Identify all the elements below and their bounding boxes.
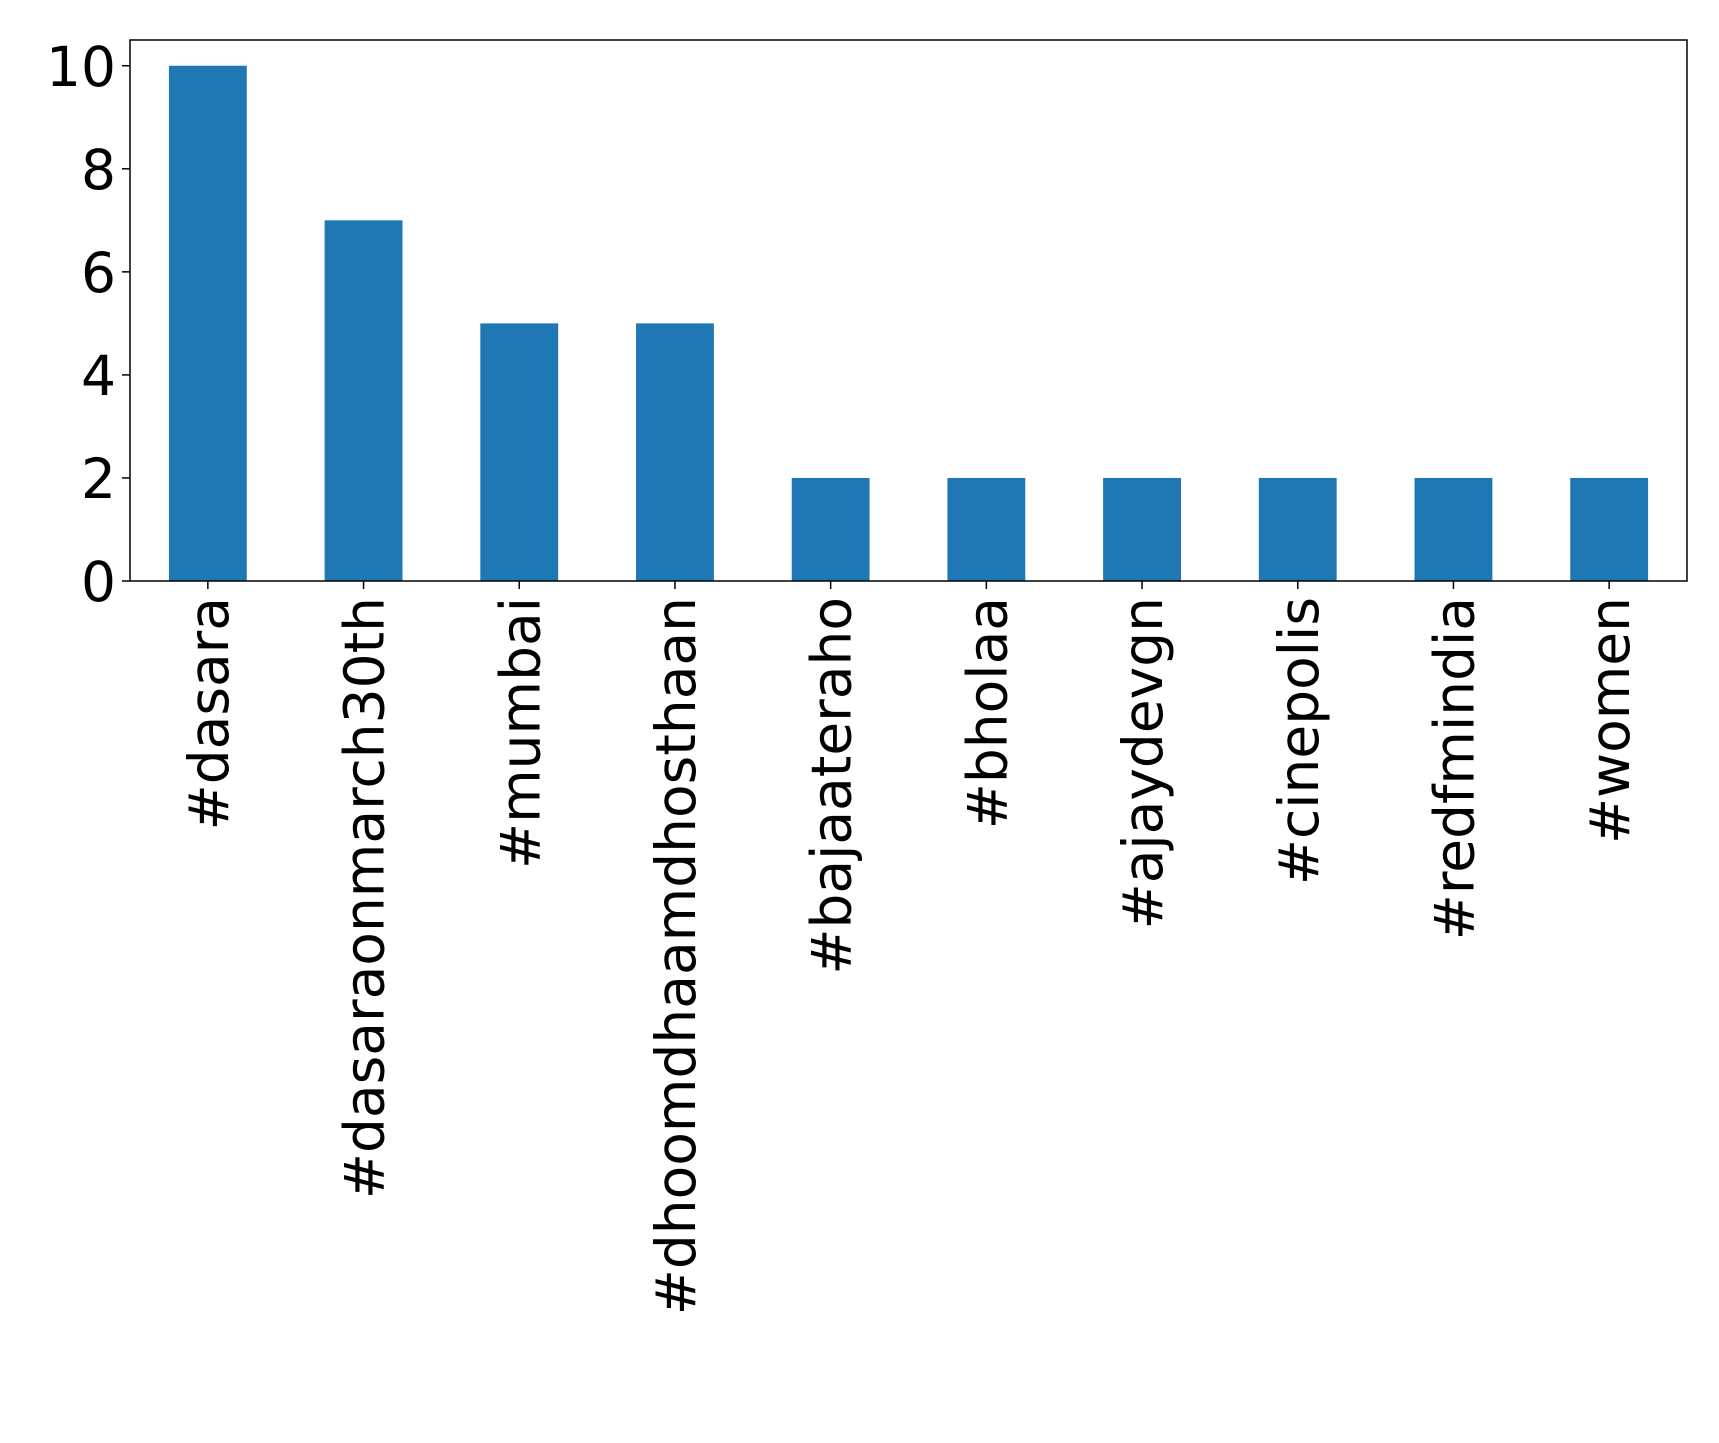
x-tick-label: #mumbai [488, 597, 552, 869]
bar [1414, 477, 1493, 581]
y-tick-label: 8 [81, 138, 116, 202]
x-tick-label: #dhoomdhaamdhosthaan [644, 597, 708, 1315]
y-tick-label: 6 [81, 241, 116, 305]
bar [168, 65, 247, 581]
x-tick-label: #women [1578, 597, 1642, 844]
bar [791, 477, 870, 581]
x-tick-label: #bholaa [955, 597, 1019, 829]
x-tick-label: #bajaateraho [800, 597, 864, 975]
y-tick-label: 4 [81, 344, 116, 408]
y-tick-label: 10 [46, 35, 116, 99]
bar [1103, 477, 1181, 581]
bar [480, 323, 559, 581]
y-tick-label: 2 [81, 447, 116, 511]
x-tick-label: #redfmindia [1422, 597, 1486, 940]
bar [1570, 477, 1649, 581]
bar [947, 477, 1026, 581]
bar [1258, 477, 1337, 581]
y-tick-label: 0 [81, 550, 116, 614]
x-tick-label: #ajaydevgn [1111, 597, 1175, 929]
x-tick-label: #dasaraonmarch30th [333, 597, 397, 1199]
bar [636, 323, 714, 581]
bar [324, 220, 403, 582]
x-tick-label: #dasara [177, 597, 241, 830]
plot-frame [129, 39, 1688, 582]
x-tick-label: #cinepolis [1267, 597, 1331, 885]
